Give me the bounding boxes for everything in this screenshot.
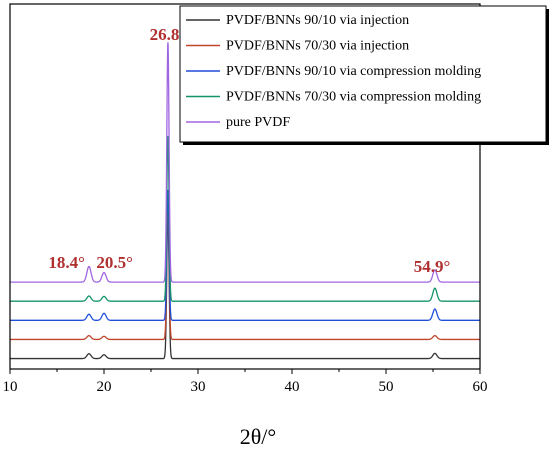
- legend: PVDF/BNNs 90/10 via injection PVDF/BNNs 7…: [179, 5, 549, 145]
- legend-entry: PVDF/BNNs 90/10 via injection: [226, 13, 409, 28]
- x-tick-label: 60: [473, 379, 488, 395]
- legend-entry: PVDF/BNNs 70/30 via injection: [226, 39, 409, 54]
- series-line-3: [10, 189, 480, 321]
- series-line-5: [10, 42, 480, 283]
- series-line-4: [10, 136, 480, 302]
- peak-label: 18.4°: [48, 253, 85, 272]
- legend-entry: PVDF/BNNs 90/10 via compression molding: [226, 64, 481, 79]
- peak-label: 26.8°: [150, 25, 187, 44]
- peak-annotations: 26.8° 18.4° 20.5° 54.9°: [48, 25, 450, 276]
- x-axis: 10 20 30 40 50 60: [3, 369, 488, 395]
- series-line-2: [10, 200, 480, 341]
- x-tick-label: 40: [285, 379, 300, 395]
- x-tick-label: 30: [191, 379, 206, 395]
- series-line-1: [10, 210, 480, 360]
- x-tick-label: 50: [379, 379, 394, 395]
- x-tick-label: 10: [3, 379, 18, 395]
- x-axis-label: 2θ/°: [240, 424, 276, 449]
- legend-box: [179, 5, 547, 143]
- peak-label: 54.9°: [414, 257, 451, 276]
- series-lines: [10, 42, 480, 360]
- x-tick-label: 20: [97, 379, 112, 395]
- peak-label: 20.5°: [96, 253, 133, 272]
- legend-entry: PVDF/BNNs 70/30 via compression molding: [226, 90, 481, 105]
- legend-entry: pure PVDF: [226, 115, 290, 130]
